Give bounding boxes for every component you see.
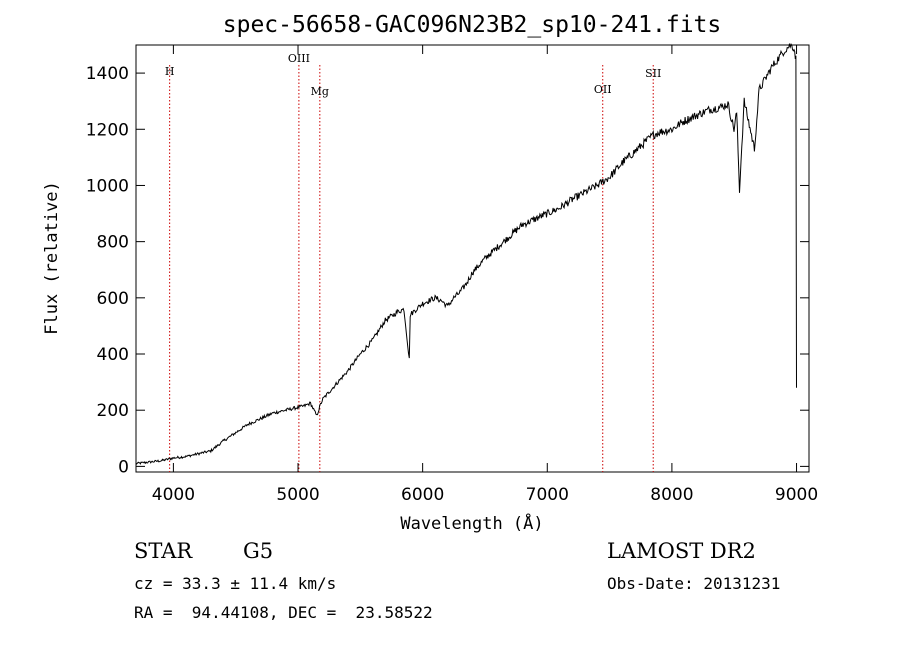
x-tick-label: 4000: [152, 485, 195, 505]
y-axis-label: Flux (relative): [42, 181, 62, 335]
y-tick-label: 600: [97, 289, 129, 309]
y-tick-label: 800: [97, 233, 129, 253]
coordinates-text: RA = 94.44108, DEC = 23.58522: [134, 603, 433, 622]
y-tick-label: 0: [118, 457, 129, 477]
x-tick-label: 9000: [775, 485, 818, 505]
marker-label: Mg: [311, 85, 329, 98]
y-tick-label: 1000: [86, 176, 129, 196]
marker-label: SII: [645, 67, 661, 80]
marker-label: OIII: [288, 52, 310, 65]
line-markers: H OIII Mg OII SII: [165, 52, 661, 472]
plot-frame: [135, 44, 810, 473]
x-tick-label: 5000: [276, 485, 319, 505]
chart-title: spec-56658-GAC096N23B2_sp10-241.fits: [223, 12, 722, 38]
x-tick-label: 6000: [401, 485, 444, 505]
x-axis-label: Wavelength (Å): [400, 512, 543, 534]
y-tick-label: 1200: [86, 120, 129, 140]
y-tick-label: 200: [97, 401, 129, 421]
marker-label: OII: [594, 83, 612, 96]
object-subclass: G5: [243, 539, 274, 563]
marker-label: H: [165, 65, 175, 78]
survey-name: LAMOST DR2: [607, 539, 756, 563]
obs-date-text: Obs-Date: 20131231: [607, 574, 781, 593]
spectrum-series: [135, 43, 797, 465]
redshift-text: cz = 33.3 ± 11.4 km/s: [134, 574, 337, 593]
spectrum-line: [135, 43, 797, 465]
object-class: STAR: [134, 539, 193, 563]
axis-ticks: 4000 5000 6000 7000 8000 9000 0 200 400 600 800 100…: [86, 45, 818, 505]
y-tick-label: 1400: [86, 64, 129, 84]
x-tick-label: 8000: [650, 485, 693, 505]
y-tick-label: 400: [97, 345, 129, 365]
x-tick-label: 7000: [526, 485, 569, 505]
